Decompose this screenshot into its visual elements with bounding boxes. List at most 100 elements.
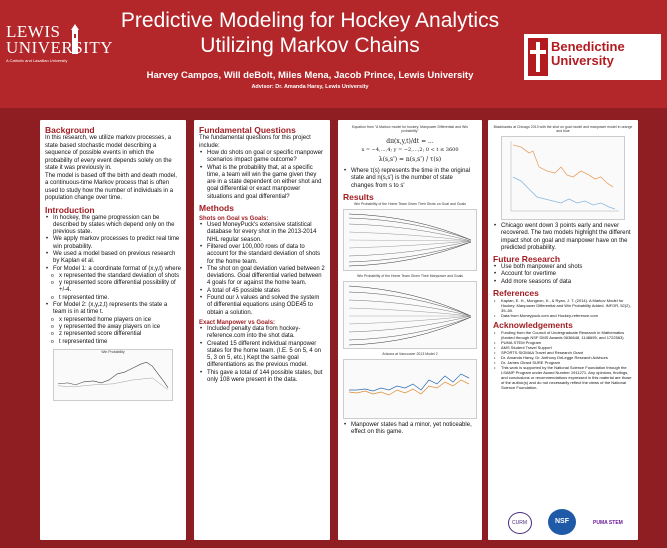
- model1-sublist: x represented the standard deviation of …: [45, 273, 181, 302]
- acknowledgements-heading: Acknowledgements: [493, 320, 573, 331]
- formula-line-1: dπ(x,y,t)/dt = ...: [386, 138, 434, 145]
- tower-icon: [71, 24, 79, 54]
- curm-logo-text: CURM: [512, 520, 527, 526]
- column-questions-methods: Fundamental Questions The fundamental qu…: [194, 120, 330, 540]
- list-item: Add more seasons of data: [493, 279, 633, 287]
- formula-line-2: x = −4,…,4; y = −2,…,2; 0 < t ≤ 3600: [361, 147, 459, 153]
- references-list: Kaplan, E. H., Mongeon, K., & Ryan, J. T…: [493, 298, 633, 318]
- background-paragraph-1: In this research, we utilize markov proc…: [45, 135, 172, 171]
- list-item: Kaplan, E. H., Mongeon, K., & Ryan, J. T…: [493, 298, 633, 313]
- list-item: The shot on goal deviation varied betwee…: [199, 266, 325, 288]
- lewis-logo-subtitle: A Catholic and Lasallian University: [6, 58, 68, 63]
- list-item: In hockey, the game progression can be d…: [45, 215, 181, 237]
- formula-caption: Equation from "A Markov model for hockey…: [352, 125, 468, 133]
- figure-caption: Win Probability: [101, 349, 125, 354]
- chicago-figure: [501, 136, 625, 220]
- references-heading: References: [493, 288, 539, 299]
- background-heading: Background: [45, 125, 95, 135]
- benedictine-logo-text: Benedictine University: [551, 39, 625, 68]
- column-future-references: Blackhawks at Chicago 2013 with the shot…: [488, 120, 638, 540]
- shots-list: Used MoneyPuck's extensive statistical d…: [199, 222, 325, 317]
- arizona-vancouver-chart: [348, 373, 470, 396]
- list-item: This gave a total of 144 possible states…: [199, 370, 325, 385]
- future-research-heading: Future Research: [493, 254, 561, 265]
- acknowledgements-list: Funding from the Council of Undergraduat…: [493, 330, 633, 390]
- list-item: Included penalty data from hockey-refere…: [199, 326, 325, 341]
- nsf-logo-text: NSF: [555, 518, 569, 525]
- list-item: We used a model based on previous resear…: [45, 251, 181, 266]
- list-item: Found our λ values and solved the system…: [199, 295, 325, 317]
- curm-logo: CURM: [508, 512, 532, 534]
- list-item: Funding from the Council of Undergraduat…: [493, 330, 633, 340]
- list-item: AMS Student Travel Support: [493, 345, 633, 350]
- advisor: Advisor: Dr. Amanda Harsy, Lewis Univers…: [251, 84, 369, 90]
- intro-list: In hockey, the game progression can be d…: [45, 215, 181, 274]
- fundamental-questions-heading: Fundamental Questions: [199, 125, 296, 135]
- manpower-list: Included penalty data from hockey-refere…: [199, 326, 325, 384]
- fundamental-questions-list: How do shots on goal or specific manpowe…: [199, 150, 325, 201]
- where-list: Where τ(s) represents the time in the or…: [343, 168, 477, 190]
- methods-heading: Methods: [199, 203, 234, 214]
- list-item: For Model 1: a coordinate format of (x,y…: [45, 266, 181, 274]
- shots-heading: Shots on Goal vs Goals:: [199, 216, 269, 223]
- puma-logo-text: PUMA STEM: [593, 520, 623, 526]
- chicago-list: Chicago went down 3 points early and nev…: [493, 223, 633, 252]
- puma-stem-logo: PUMA STEM: [590, 513, 630, 533]
- model2-list: For Model 2: (x,y,z,t) represents the st…: [45, 302, 181, 317]
- list-item: t represented time: [45, 339, 181, 347]
- list-item: Dr. Amanda Harsy, Dr. Anthony DeLegge Re…: [493, 355, 633, 360]
- list-item: Used MoneyPuck's extensive statistical d…: [199, 222, 325, 244]
- list-item: Chicago went down 3 points early and nev…: [493, 223, 633, 252]
- manpower-heading: Exact Manpower vs Goals:: [199, 319, 276, 326]
- list-item: Manpower states had a minor, yet noticea…: [343, 422, 477, 437]
- list-item: y represented score differential possibi…: [45, 280, 181, 295]
- list-item: Dr. James Girard SURE Program: [493, 360, 633, 365]
- results-list: Manpower states had a minor, yet noticea…: [343, 422, 477, 437]
- poster-title: Predictive Modeling for Hockey Analytics…: [100, 8, 520, 58]
- figure-1-caption: Win Probability of the Home Team Given T…: [354, 201, 466, 206]
- list-item: How do shots on goal or specific manpowe…: [199, 150, 325, 165]
- list-item: Use both manpower and shots: [493, 264, 633, 272]
- chicago-chart: [510, 141, 619, 212]
- figure-1: [343, 208, 477, 271]
- formula-block: dπ(x,y,t)/dt = ... x = −4,…,4; y = −2,…,…: [343, 137, 477, 164]
- figure-2: [343, 280, 477, 349]
- list-item: This work is supported by the National S…: [493, 365, 633, 390]
- authors: Harvey Campos, Will deBolt, Miles Mena, …: [146, 70, 474, 81]
- column-equations-results: Equation from "A Markov model for hockey…: [338, 120, 482, 540]
- fundamental-questions-intro: The fundamental questions for this proje…: [199, 135, 311, 149]
- list-item: x represented home players on ice: [45, 317, 181, 325]
- title-line-1: Predictive Modeling for Hockey Analytics: [120, 9, 500, 32]
- list-item: PUMA STEM Program: [493, 340, 633, 345]
- list-item: t represented time.: [45, 295, 181, 303]
- list-item: A total of 45 possible states: [199, 288, 325, 296]
- figure-3: [343, 358, 477, 419]
- list-item: x represented the standard deviation of …: [45, 273, 181, 281]
- results-heading: Results: [343, 191, 374, 202]
- manpower-goals-chart: [348, 285, 472, 346]
- background-paragraph-2: The model is based off the birth and dea…: [45, 172, 177, 202]
- title-line-2: Utilizing Markov Chains: [200, 34, 420, 57]
- list-item: z represented score differential: [45, 331, 181, 339]
- list-item: For Model 2: (x,y,z,t) represents the st…: [45, 302, 181, 317]
- list-item: Where τ(s) represents the time in the or…: [343, 168, 477, 190]
- win-probability-figure: Win Probability: [53, 348, 173, 401]
- sponsor-logos: CURM NSF PUMA STEM: [508, 508, 633, 536]
- list-item: SPORTS SIGMAA Travel and Research Grant: [493, 350, 633, 355]
- introduction-heading: Introduction: [45, 204, 95, 215]
- column-background-introduction: Background In this research, we utilize …: [40, 120, 186, 540]
- formula-line-3: λ(s,s') = n(s,s') / τ(s): [378, 156, 442, 163]
- lewis-university-logo: LEWIS UNIVERSITY A Catholic and Lasallia…: [6, 22, 113, 88]
- list-item: Filtered over 100,000 rows of data to ac…: [199, 244, 325, 266]
- benedictine-logo: Benedictine University: [524, 34, 661, 80]
- list-item: Data from Moneypuck.com and Hockey-refer…: [493, 313, 633, 318]
- benedictine-cross-icon: [528, 38, 548, 76]
- lewis-logo-text: LEWIS UNIVERSITY: [6, 22, 113, 57]
- nsf-logo: NSF: [548, 509, 576, 535]
- model2-sublist: x represented home players on ice y repr…: [45, 317, 181, 346]
- chicago-figure-caption: Blackhawks at Chicago 2013 with the shot…: [493, 125, 633, 133]
- list-item: Created 15 different individual manpower…: [199, 341, 325, 370]
- future-list: Use both manpower and shots Account for …: [493, 264, 633, 286]
- list-item: y represented the away players on ice: [45, 324, 181, 332]
- win-probability-chart: [57, 361, 169, 390]
